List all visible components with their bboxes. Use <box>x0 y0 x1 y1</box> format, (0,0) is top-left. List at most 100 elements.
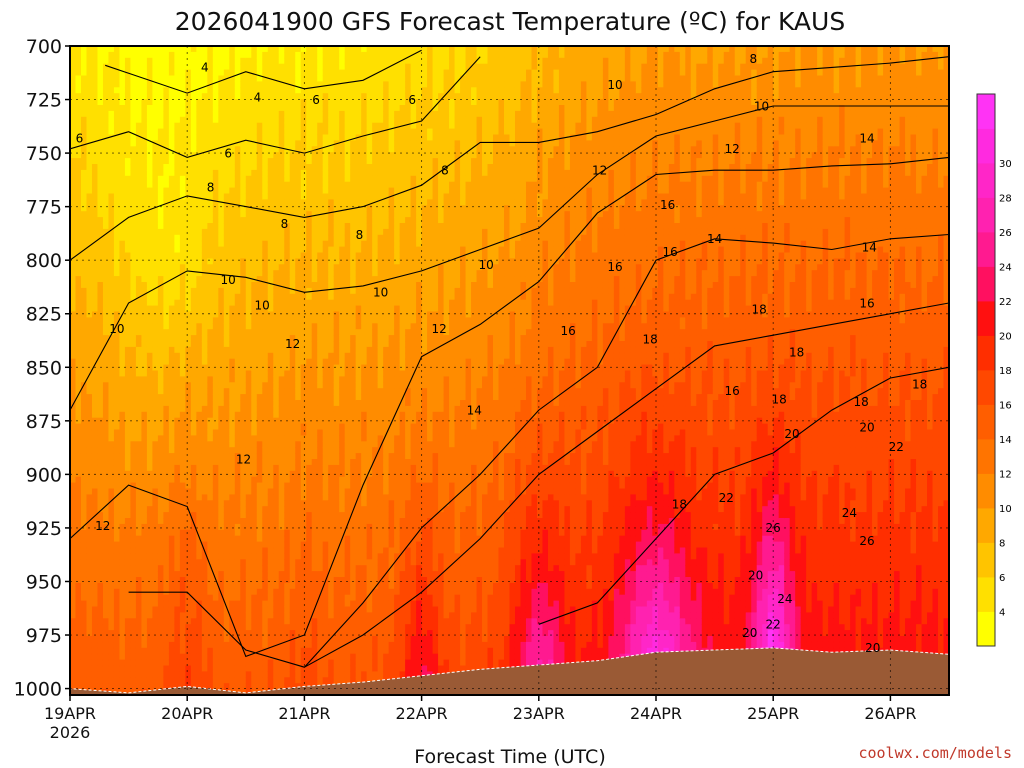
heat-cell <box>70 46 77 53</box>
heat-cell <box>218 311 225 318</box>
heat-cell <box>174 223 181 230</box>
heat-cell <box>317 110 324 118</box>
heat-cell <box>185 93 192 100</box>
heat-cell <box>234 500 241 507</box>
heat-cell <box>97 518 104 525</box>
heat-cell <box>207 683 214 690</box>
heat-cell <box>130 641 137 649</box>
heat-cell <box>70 152 77 159</box>
heat-cell <box>174 411 181 419</box>
heat-cell <box>196 341 203 348</box>
heat-cell <box>212 240 219 248</box>
heat-cell <box>267 606 274 613</box>
heat-cell <box>201 624 208 631</box>
heat-cell <box>218 535 225 543</box>
heat-cell <box>240 205 247 212</box>
heat-cell <box>240 228 247 236</box>
heat-cell <box>75 476 82 484</box>
heat-cell <box>190 246 197 254</box>
heat-cell <box>317 57 324 65</box>
heat-cell <box>174 565 181 572</box>
heat-cell <box>97 175 104 183</box>
heat-cell <box>102 423 110 431</box>
heat-cell <box>80 364 88 372</box>
heat-cell <box>201 494 208 501</box>
heat-cell <box>124 417 132 425</box>
heat-cell <box>141 211 148 218</box>
heat-cell <box>212 258 219 265</box>
heat-cell <box>273 588 280 596</box>
heat-cell <box>185 523 192 531</box>
heat-cell <box>146 565 153 572</box>
heat-cell <box>108 529 115 537</box>
heat-cell <box>300 46 307 53</box>
heat-cell <box>267 382 274 389</box>
heat-cell <box>91 282 99 289</box>
heat-cell <box>251 429 258 436</box>
heat-cell <box>119 164 126 171</box>
heat-cell <box>201 299 208 307</box>
heat-cell <box>146 612 153 619</box>
heat-cell <box>141 329 148 336</box>
heat-cell <box>273 553 280 560</box>
heat-cell <box>317 258 324 265</box>
heat-cell <box>240 93 247 100</box>
heat-cell <box>102 223 110 230</box>
heat-cell <box>152 582 159 590</box>
heat-cell <box>152 641 159 649</box>
heat-cell <box>152 228 159 236</box>
heat-cell <box>152 370 159 377</box>
heat-cell <box>135 128 143 136</box>
heat-cell <box>240 376 247 383</box>
heat-cell <box>135 518 143 525</box>
heat-cell <box>86 93 93 100</box>
heat-cell <box>295 341 302 348</box>
heat-cell <box>278 665 285 672</box>
heat-cell <box>141 128 148 136</box>
heat-cell <box>130 435 137 442</box>
heat-cell <box>174 299 181 307</box>
heat-cell <box>240 523 247 531</box>
heat-cell <box>229 535 236 543</box>
heat-cell <box>86 110 93 118</box>
heat-cell <box>234 276 241 283</box>
heat-cell <box>273 181 280 189</box>
heat-cell <box>141 370 148 377</box>
heat-cell <box>201 582 208 590</box>
heat-cell <box>146 258 153 265</box>
heat-cell <box>168 140 175 147</box>
heat-cell <box>251 376 258 383</box>
heat-cell <box>196 500 203 507</box>
heat-cell <box>91 447 99 454</box>
heat-cell <box>70 81 77 88</box>
heat-cell <box>135 541 143 549</box>
heat-cell <box>196 69 203 77</box>
heat-cell <box>135 529 143 537</box>
heat-cell <box>300 110 307 118</box>
heat-cell <box>295 46 302 53</box>
heat-cell <box>240 152 247 159</box>
heat-cell <box>262 476 269 484</box>
heat-cell <box>196 382 203 389</box>
heat-cell <box>152 388 159 395</box>
heat-cell <box>284 370 291 377</box>
heat-cell <box>207 193 214 200</box>
heat-cell <box>102 187 110 195</box>
heat-cell <box>113 641 121 649</box>
heat-cell <box>212 512 219 519</box>
heat-cell <box>196 134 203 141</box>
heat-cell <box>174 594 181 602</box>
heat-cell <box>278 400 285 407</box>
heat-cell <box>141 51 148 59</box>
heat-cell <box>135 240 143 248</box>
heat-cell <box>284 500 291 507</box>
heat-cell <box>108 223 115 230</box>
heat-cell <box>168 164 175 171</box>
heat-cell <box>185 258 192 265</box>
heat-cell <box>135 606 143 613</box>
heat-cell <box>289 116 296 124</box>
heat-cell <box>212 293 219 301</box>
heat-cell <box>130 134 137 141</box>
heat-cell <box>91 258 99 265</box>
heat-cell <box>124 352 132 360</box>
